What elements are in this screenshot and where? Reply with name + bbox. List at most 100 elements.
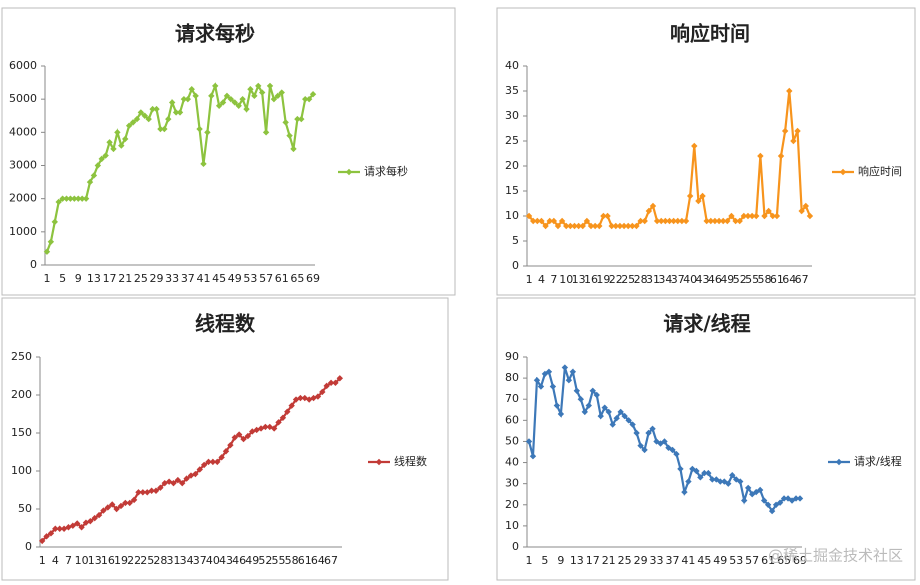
x-tick-label: 5 (59, 272, 66, 285)
data-point (637, 217, 644, 225)
data-point (699, 192, 706, 200)
data-point (794, 127, 801, 135)
x-tick-label: 37 (181, 272, 195, 285)
data-point (542, 222, 549, 230)
data-point (192, 470, 199, 478)
data-point (703, 217, 710, 225)
data-point (784, 495, 792, 502)
x-tick-label: 9 (75, 272, 82, 285)
data-point (314, 393, 322, 400)
data-point (563, 222, 570, 230)
data-point (94, 162, 102, 169)
data-point (208, 92, 215, 100)
x-tick-label: 19 (114, 554, 128, 567)
data-point (152, 487, 160, 494)
x-tick-label: 1 (39, 554, 46, 567)
data-point (645, 207, 653, 215)
data-point (744, 484, 752, 492)
data-point (701, 469, 708, 477)
data-point (711, 217, 719, 225)
data-point (554, 222, 562, 230)
data-point (541, 370, 549, 378)
data-point (161, 125, 168, 133)
data-point (63, 195, 70, 202)
data-point (786, 87, 793, 95)
data-point (82, 195, 90, 202)
y-tick-label: 60 (505, 413, 519, 426)
chart-panel (1, 7, 456, 296)
data-point (633, 222, 640, 230)
data-point (533, 377, 541, 384)
data-point (705, 469, 712, 477)
data-point (215, 102, 223, 109)
data-point (604, 212, 611, 220)
x-tick-label: 53 (243, 272, 257, 285)
data-point (581, 408, 588, 416)
data-point (529, 453, 537, 460)
data-point (262, 423, 269, 431)
data-point (305, 95, 313, 103)
data-point (102, 152, 109, 159)
data-point (674, 217, 681, 225)
data-point (98, 155, 105, 163)
data-point (691, 142, 698, 150)
data-point (534, 217, 541, 225)
data-point (231, 434, 238, 441)
x-tick-label: 61 (761, 554, 775, 567)
y-tick-label: 1000 (9, 225, 37, 238)
data-point (302, 95, 309, 103)
y-tick-label: 10 (505, 209, 519, 222)
data-point (579, 222, 586, 230)
x-tick-label: 43 (219, 554, 233, 567)
data-point (677, 465, 684, 473)
data-point (790, 137, 797, 145)
x-tick-label: 37 (665, 554, 679, 567)
x-tick-label: 37 (193, 554, 207, 567)
data-point (284, 408, 291, 415)
x-tick-label: 49 (245, 554, 259, 567)
data-point (549, 383, 557, 390)
data-point (596, 222, 603, 230)
data-point (709, 476, 716, 483)
data-point (583, 217, 591, 225)
data-point (681, 488, 688, 496)
data-point (645, 429, 652, 437)
data-point (165, 115, 172, 123)
x-tick-label: 49 (713, 554, 727, 567)
x-tick-label: 13 (88, 554, 102, 567)
data-point (69, 522, 77, 529)
data-point (219, 99, 227, 106)
data-point (297, 394, 304, 402)
y-tick-label: 4000 (9, 125, 37, 138)
data-point (621, 412, 628, 420)
data-point (212, 82, 219, 90)
data-point (649, 425, 656, 432)
data-point (240, 435, 247, 443)
data-point (609, 421, 616, 428)
chart-title: 请求每秒 (175, 22, 255, 46)
data-point (796, 495, 804, 502)
data-point (244, 432, 252, 440)
data-point (227, 441, 234, 449)
data-point (776, 499, 784, 506)
data-point (204, 129, 211, 136)
data-point (565, 377, 573, 384)
data-point (95, 511, 103, 519)
data-point (768, 507, 776, 515)
data-point (737, 478, 744, 485)
x-tick-label: 61 (298, 554, 312, 567)
data-point (78, 524, 85, 531)
data-point (86, 178, 94, 186)
x-tick-label: 67 (795, 273, 809, 286)
data-point (286, 132, 293, 139)
data-point (235, 102, 242, 109)
data-point (537, 383, 545, 390)
y-tick-label: 50 (18, 502, 32, 515)
data-point (323, 382, 330, 390)
data-point (71, 195, 78, 202)
data-point (761, 212, 768, 220)
data-point (231, 99, 238, 106)
legend-label: 线程数 (394, 454, 427, 468)
data-point (192, 92, 199, 100)
chart-title: 请求/线程 (663, 312, 750, 336)
